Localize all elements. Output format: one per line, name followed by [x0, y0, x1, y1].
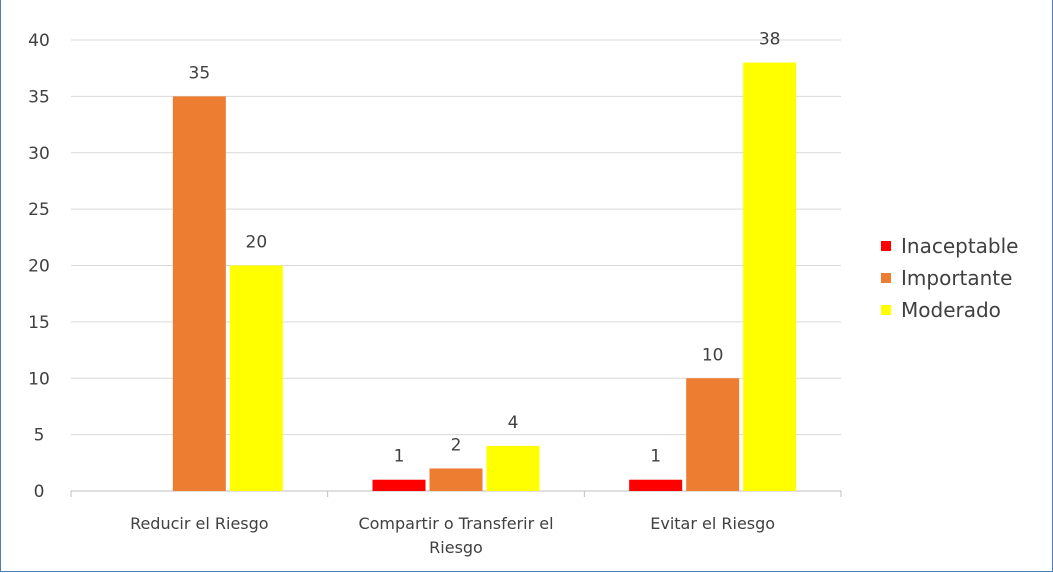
legend-swatch-inaceptable: [881, 241, 891, 251]
legend-item-importante: Importante: [881, 262, 1018, 294]
bar-inaceptable-1: [372, 479, 426, 491]
y-tick-label-5: 5: [34, 426, 45, 446]
category-label-1-line-1: Riesgo: [429, 538, 483, 557]
y-tick-label-10: 10: [28, 369, 50, 389]
bar-importante-1: [429, 468, 483, 491]
bar-moderado-0: [229, 265, 283, 491]
data-label-inaceptable-1: 1: [394, 447, 405, 467]
y-tick-label-40: 40: [28, 31, 50, 51]
bar-importante-2: [686, 378, 740, 491]
y-tick-label-35: 35: [28, 87, 50, 107]
y-tick-label-0: 0: [34, 482, 45, 502]
legend: Inaceptable Importante Moderado: [881, 230, 1018, 326]
data-label-moderado-2: 38: [759, 30, 781, 50]
y-tick-label-30: 30: [28, 144, 50, 164]
category-label-1-line-0: Compartir o Transferir el: [358, 514, 553, 533]
bar-moderado-2: [743, 62, 797, 492]
y-tick-label-25: 25: [28, 200, 50, 220]
legend-label-moderado: Moderado: [901, 298, 1001, 322]
legend-swatch-importante: [881, 273, 891, 283]
category-label-0: Reducir el Riesgo: [130, 514, 269, 533]
legend-swatch-moderado: [881, 305, 891, 315]
bar-importante-0: [172, 96, 226, 491]
legend-item-moderado: Moderado: [881, 294, 1018, 326]
data-label-inaceptable-2: 1: [650, 447, 661, 467]
legend-item-inaceptable: Inaceptable: [881, 230, 1018, 262]
data-label-importante-0: 35: [189, 63, 211, 83]
data-label-moderado-0: 20: [246, 233, 268, 253]
data-label-importante-1: 2: [451, 435, 462, 455]
data-label-moderado-1: 4: [508, 413, 519, 433]
category-label-2: Evitar el Riesgo: [650, 514, 775, 533]
data-label-importante-2: 10: [702, 345, 724, 365]
bar-moderado-1: [486, 445, 540, 491]
y-tick-label-20: 20: [28, 257, 50, 277]
legend-label-importante: Importante: [901, 266, 1013, 290]
y-tick-label-15: 15: [28, 313, 50, 333]
legend-label-inaceptable: Inaceptable: [901, 234, 1019, 258]
bar-inaceptable-2: [629, 479, 683, 491]
